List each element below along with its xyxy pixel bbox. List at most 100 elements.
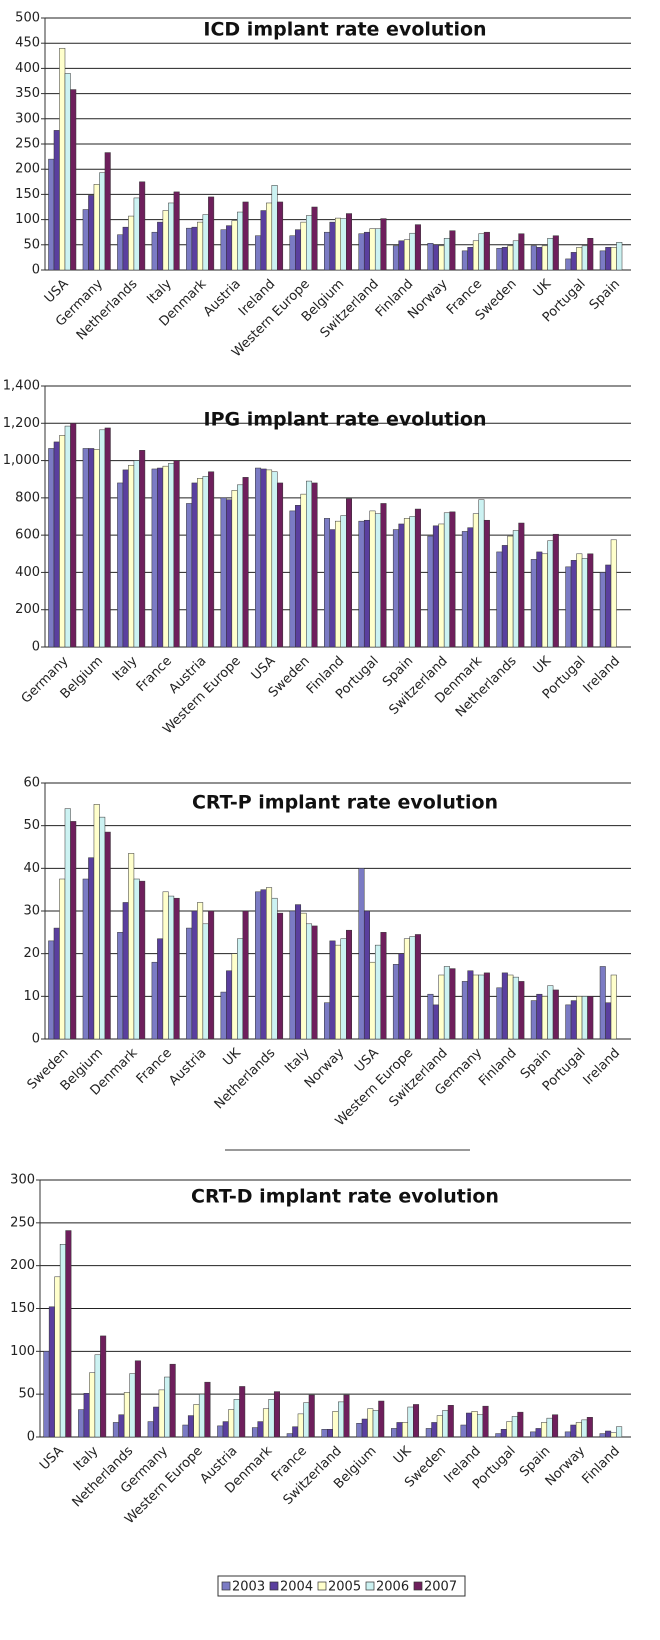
bar (168, 895, 175, 1040)
bar (599, 1433, 606, 1438)
bar (300, 493, 307, 648)
bar (541, 996, 548, 1040)
y-tick-label: 0 (32, 1032, 40, 1047)
bar (64, 73, 71, 271)
x-tick-label: UK (391, 1443, 415, 1467)
bar (289, 910, 296, 1040)
bar (300, 912, 307, 1040)
bar (133, 197, 140, 271)
bar (329, 940, 336, 1040)
bar (565, 258, 572, 271)
bar (70, 423, 77, 648)
bar (374, 228, 381, 271)
bar (242, 910, 249, 1040)
bar (208, 471, 215, 648)
bar (392, 529, 399, 648)
legend-swatch (221, 1581, 231, 1591)
bar (398, 953, 405, 1040)
bar (478, 974, 485, 1040)
bar (605, 1430, 612, 1438)
bar (564, 1431, 571, 1438)
bar (610, 539, 617, 648)
bar (169, 1363, 176, 1438)
bar (369, 961, 376, 1040)
bar (443, 966, 450, 1040)
y-tick-label: 350 (15, 86, 40, 101)
bar (88, 857, 95, 1040)
bar (409, 516, 416, 648)
y-tick-label: 1,200 (3, 416, 40, 431)
bar (59, 878, 66, 1040)
bar (358, 520, 365, 648)
bar (517, 1411, 524, 1438)
bar (88, 195, 95, 271)
bar (162, 891, 169, 1040)
y-tick-label: 1,000 (3, 453, 40, 468)
bar (380, 218, 387, 271)
bar (447, 1405, 454, 1438)
bar (369, 228, 376, 271)
legend-label: 2006 (376, 1580, 409, 1595)
bar (340, 515, 347, 648)
bar (482, 1405, 489, 1438)
bar (289, 235, 296, 271)
bar (133, 460, 140, 648)
bar (239, 1386, 246, 1438)
bar (530, 559, 537, 648)
bar (59, 1244, 66, 1438)
bar (237, 211, 244, 271)
bar (311, 206, 318, 271)
bar (581, 558, 588, 648)
bar (586, 1417, 593, 1438)
bar (300, 221, 307, 271)
bar (530, 1431, 537, 1438)
bar (271, 897, 278, 1040)
y-tick-label: 450 (15, 36, 40, 51)
bar (139, 880, 146, 1040)
bar (242, 477, 249, 648)
y-tick-label: 500 (15, 11, 40, 26)
bar (134, 1360, 141, 1438)
chart-title: ICD implant rate evolution (203, 19, 486, 41)
bar (123, 1392, 130, 1438)
legend-swatch (269, 1581, 279, 1591)
bar (151, 961, 158, 1040)
bar (547, 237, 554, 271)
bar (289, 510, 296, 648)
bar (324, 231, 330, 271)
bar (295, 229, 302, 271)
bar (398, 523, 405, 648)
bar (231, 953, 238, 1040)
bar (346, 213, 352, 271)
bar (255, 467, 262, 648)
bar (297, 1413, 304, 1438)
bar (118, 1414, 125, 1438)
bar (202, 476, 209, 648)
y-tick-label: 40 (23, 861, 40, 876)
x-tick-label: Netherlands (212, 1046, 279, 1113)
y-tick-label: 150 (15, 187, 40, 202)
bar (407, 1406, 414, 1438)
bar (358, 233, 365, 271)
bar (541, 553, 548, 648)
bar (518, 522, 525, 648)
bar (191, 226, 198, 271)
bar (78, 1409, 85, 1438)
bar (570, 1424, 577, 1438)
x-tick-label: Netherlands (453, 654, 520, 721)
bar (262, 1408, 269, 1438)
bar (546, 1417, 553, 1438)
bar (208, 910, 215, 1040)
bar (48, 940, 55, 1040)
bar (173, 897, 180, 1040)
x-tick-label: Austria (166, 1046, 209, 1089)
bar (552, 989, 559, 1040)
bar (64, 808, 71, 1040)
bar (449, 511, 456, 648)
bar (409, 936, 416, 1040)
bar (343, 1394, 350, 1438)
bar (122, 226, 129, 271)
bar (168, 202, 175, 271)
bar (48, 448, 55, 648)
bar (133, 878, 140, 1040)
